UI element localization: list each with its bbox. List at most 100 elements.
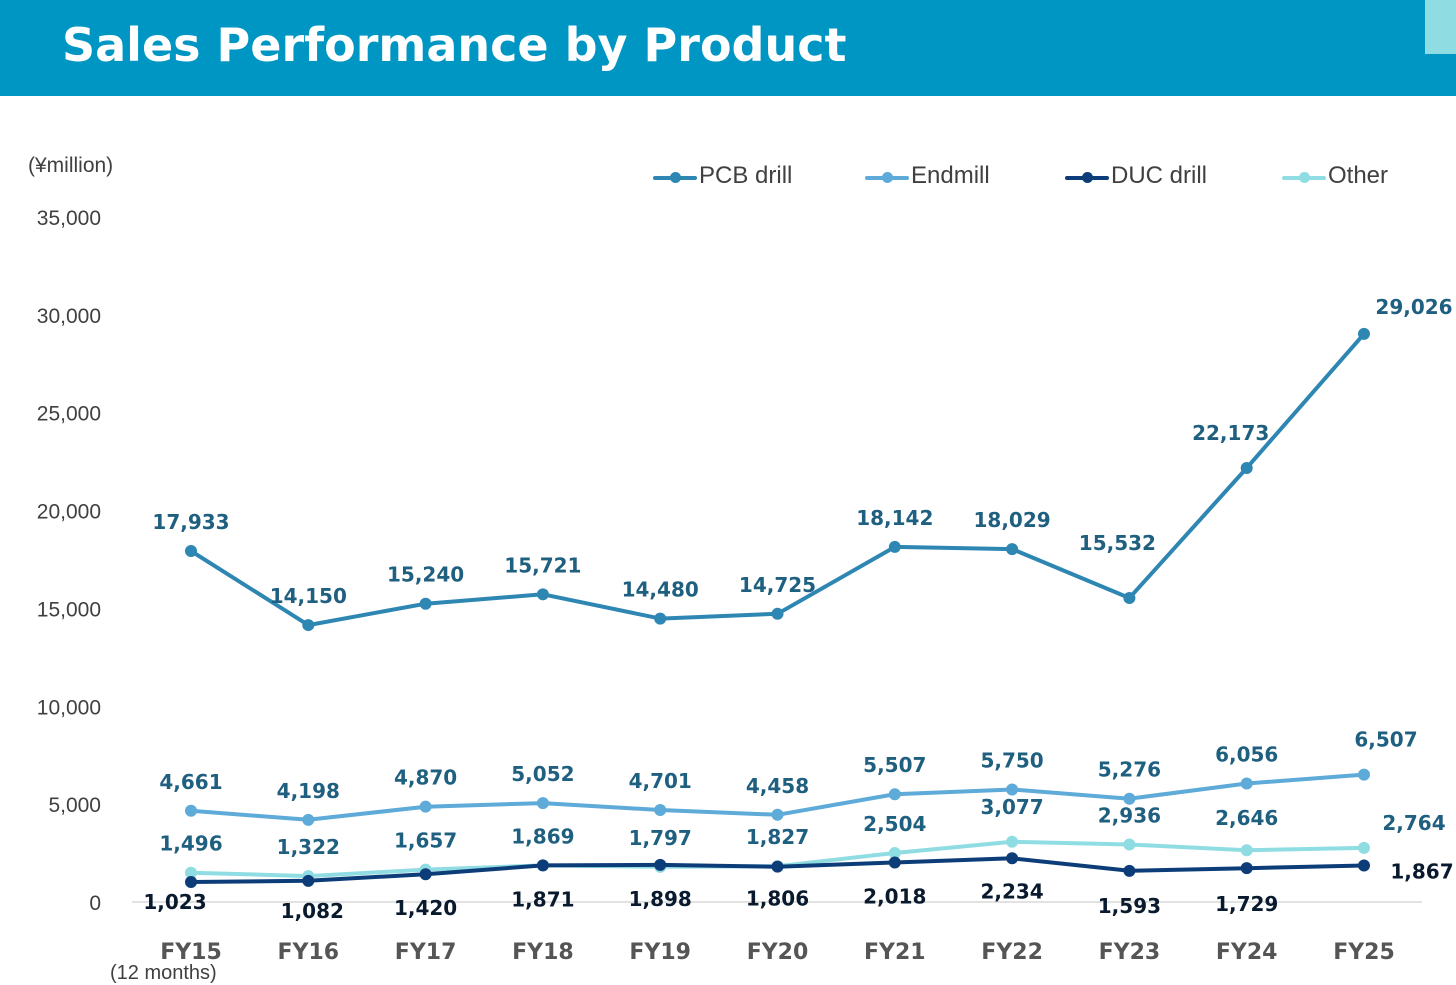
data-point-duc-drill (302, 874, 315, 887)
page-title: Sales Performance by Product (62, 18, 847, 72)
data-label-pcb-drill: 14,725 (739, 573, 816, 597)
data-point-endmill (1358, 768, 1370, 781)
data-point-duc-drill (1358, 859, 1370, 872)
data-point-duc-drill (1240, 862, 1253, 875)
y-tick-label: 20,000 (37, 501, 101, 524)
legend-marker-other (1299, 172, 1310, 183)
data-point-pcb-drill (302, 619, 315, 632)
data-point-duc-drill (185, 875, 197, 888)
data-point-endmill (302, 813, 315, 826)
data-label-endmill: 4,198 (277, 779, 340, 803)
legend-label-pcb-drill: PCB drill (699, 162, 793, 189)
data-label-pcb-drill: 14,150 (270, 584, 347, 608)
x-tick-label: FY17 (395, 940, 457, 965)
y-tick-label: 25,000 (37, 403, 101, 426)
data-label-duc-drill: 1,593 (1098, 894, 1161, 918)
y-axis-unit-label: (¥million) (28, 154, 114, 177)
data-label-pcb-drill: 18,142 (856, 506, 933, 530)
data-label-other: 1,496 (159, 832, 222, 856)
data-label-duc-drill: 1,729 (1215, 892, 1278, 916)
data-point-endmill (1123, 792, 1136, 805)
data-point-pcb-drill (888, 540, 901, 553)
data-point-endmill (1240, 777, 1253, 790)
x-tick-label: FY25 (1333, 940, 1395, 965)
x-tick-label: FY21 (864, 940, 926, 965)
x-tick-label: FY18 (512, 940, 574, 965)
x-tick-label: FY16 (278, 940, 340, 965)
data-label-duc-drill: 1,806 (746, 887, 809, 911)
footnote-12-months: (12 months) (110, 962, 217, 984)
data-label-duc-drill: 1,082 (281, 899, 344, 923)
data-point-other (185, 866, 197, 879)
data-label-other: 3,077 (980, 795, 1043, 819)
chart-legend: PCB drill Endmill DUC drill Other (0, 160, 1456, 194)
data-point-duc-drill (888, 856, 901, 869)
x-tick-label: FY23 (1099, 940, 1161, 965)
y-tick-label: 35,000 (37, 207, 101, 230)
data-point-endmill (1006, 783, 1019, 796)
legend-label-other: Other (1328, 162, 1389, 189)
data-point-pcb-drill (1358, 327, 1370, 340)
data-point-other (888, 846, 901, 859)
y-tick-label: 5,000 (48, 794, 101, 817)
data-point-duc-drill (536, 859, 549, 872)
data-point-pcb-drill (654, 612, 667, 625)
data-point-pcb-drill (419, 597, 432, 610)
data-point-pcb-drill (1240, 462, 1253, 475)
data-point-pcb-drill (536, 588, 549, 601)
data-label-pcb-drill: 22,173 (1192, 421, 1269, 445)
data-label-endmill: 5,276 (1098, 758, 1161, 782)
data-label-other: 1,657 (394, 829, 457, 853)
data-label-other: 2,646 (1215, 806, 1278, 830)
data-point-duc-drill (771, 860, 784, 873)
x-tick-label: FY20 (747, 940, 809, 965)
data-label-endmill: 5,052 (511, 762, 574, 786)
x-tick-label: FY19 (629, 940, 691, 965)
data-label-endmill: 5,507 (863, 753, 926, 777)
y-tick-label: 10,000 (37, 696, 101, 719)
data-point-endmill (654, 803, 667, 816)
data-point-endmill (888, 788, 901, 801)
data-point-other (1240, 844, 1253, 857)
data-label-endmill: 4,458 (746, 774, 809, 798)
data-label-pcb-drill: 29,026 (1375, 295, 1452, 319)
data-label-pcb-drill: 17,933 (152, 510, 229, 534)
data-label-duc-drill: 1,420 (394, 896, 457, 920)
data-label-duc-drill: 1,023 (143, 890, 206, 914)
data-label-endmill: 6,507 (1354, 728, 1417, 752)
legend-label-duc-drill: DUC drill (1111, 162, 1207, 189)
data-label-duc-drill: 2,234 (980, 879, 1043, 903)
data-label-endmill: 4,870 (394, 766, 457, 790)
data-point-endmill (419, 800, 432, 813)
data-label-duc-drill: 2,018 (863, 885, 926, 909)
data-point-other (1006, 835, 1019, 848)
data-label-endmill: 4,701 (629, 769, 692, 793)
data-point-pcb-drill (1123, 592, 1136, 605)
data-label-other: 2,504 (863, 812, 926, 836)
legend-label-endmill: Endmill (911, 162, 990, 189)
data-label-duc-drill: 1,867 (1390, 859, 1453, 883)
data-point-other (1123, 838, 1136, 851)
header-bar: Sales Performance by Product (0, 0, 1456, 96)
data-point-pcb-drill (185, 545, 197, 558)
data-label-other: 2,936 (1098, 804, 1161, 828)
data-point-pcb-drill (1006, 543, 1019, 556)
data-point-duc-drill (1123, 864, 1136, 877)
data-label-pcb-drill: 18,029 (974, 508, 1051, 532)
y-tick-label: 15,000 (37, 598, 101, 621)
data-label-duc-drill: 1,871 (511, 887, 574, 911)
data-point-endmill (185, 804, 197, 817)
legend-marker-pcb-drill (670, 172, 681, 183)
data-label-pcb-drill: 15,240 (387, 563, 464, 587)
x-tick-label: FY15 (160, 940, 222, 965)
y-tick-label: 0 (89, 892, 101, 915)
data-point-duc-drill (1006, 852, 1019, 865)
data-label-pcb-drill: 14,480 (622, 578, 699, 602)
data-label-pcb-drill: 15,721 (504, 553, 581, 577)
header-accent-block (1425, 0, 1456, 54)
data-label-endmill: 6,056 (1215, 742, 1278, 766)
data-label-other: 2,764 (1382, 811, 1445, 835)
legend-marker-duc-drill (1082, 172, 1093, 183)
data-point-endmill (771, 808, 784, 821)
